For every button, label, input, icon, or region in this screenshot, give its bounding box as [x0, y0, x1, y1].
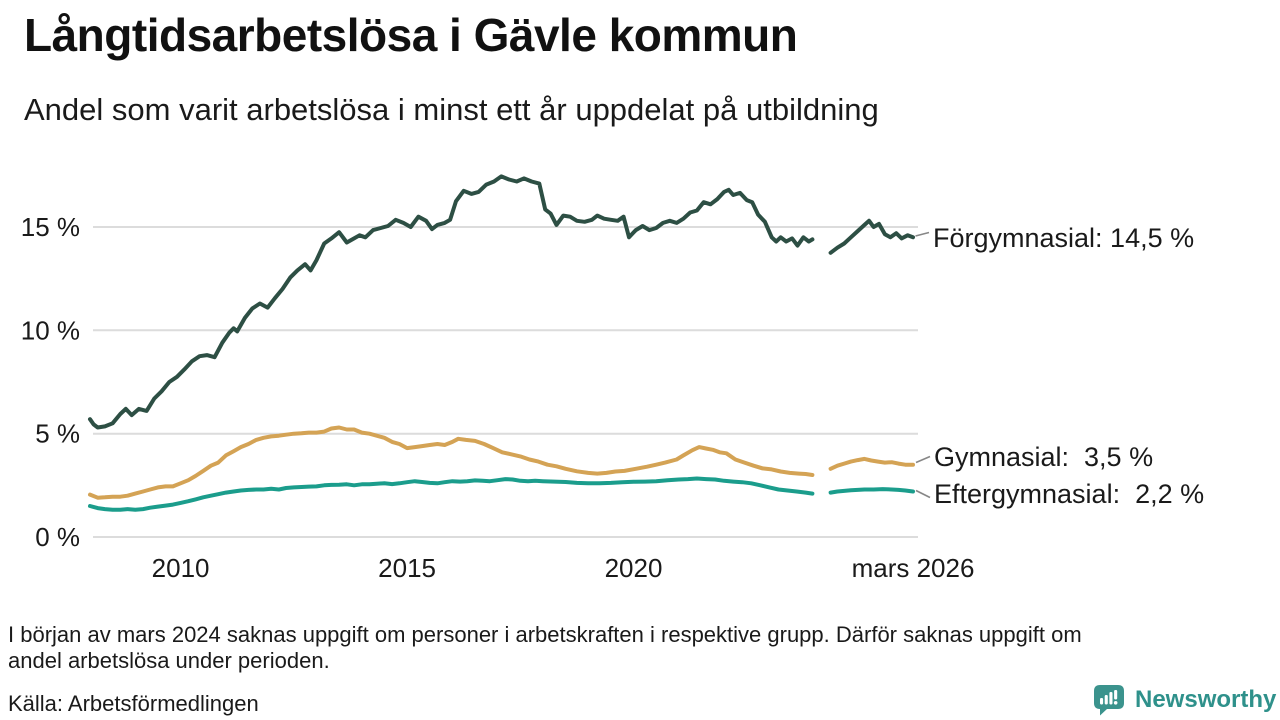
x-tick-label-2020: 2020 — [605, 553, 663, 583]
connector-gymnasial — [915, 455, 931, 464]
line-gymnasial-segment-1 — [88, 425, 815, 500]
x-tick-label-mars-2026: mars 2026 — [852, 553, 975, 583]
line-forgymnasial-segment-2 — [828, 218, 915, 255]
footnote: I början av mars 2024 saknas uppgift om … — [8, 622, 1268, 673]
series-label-eftergymnasial: Eftergymnasial: 2,2 % — [934, 479, 1204, 509]
line-forgymnasial-segment-1 — [88, 174, 815, 430]
y-tick-label-15: 15 % — [21, 212, 80, 242]
newsworthy-logo: Newsworthy — [1092, 683, 1276, 717]
y-tick-label-5: 5 % — [35, 419, 80, 449]
x-tick-label-2010: 2010 — [152, 553, 210, 583]
source-attribution: Källa: Arbetsförmedlingen — [8, 691, 259, 716]
series-lines — [88, 174, 915, 512]
x-tick-label-2015: 2015 — [378, 553, 436, 583]
newsworthy-logo-text: Newsworthy — [1135, 686, 1277, 713]
connector-eftergymnasial — [915, 489, 931, 499]
speech-bubble-bar-chart-icon — [1094, 685, 1124, 716]
axis-tick-labels: 0 % 5 % 10 % 15 % 2010 2015 2020 mars 2026 — [21, 212, 975, 583]
page-subtitle: Andel som varit arbetslösa i minst ett å… — [24, 92, 879, 127]
line-gymnasial-segment-2 — [828, 456, 915, 471]
series-end-labels: Förgymnasial: 14,5 % Gymnasial: 3,5 % Ef… — [933, 223, 1204, 509]
connector-forgymnasial — [915, 231, 930, 237]
series-label-forgymnasial: Förgymnasial: 14,5 % — [933, 223, 1194, 253]
page-title: Långtidsarbetslösa i Gävle kommun — [24, 9, 798, 61]
series-label-connectors — [915, 231, 931, 499]
line-eftergymnasial-segment-1 — [88, 476, 815, 512]
series-label-gymnasial: Gymnasial: 3,5 % — [934, 442, 1153, 472]
y-tick-label-0: 0 % — [35, 522, 80, 552]
footnote-line-2: andel arbetslösa under perioden. — [8, 647, 330, 673]
line-eftergymnasial-segment-2 — [828, 487, 915, 495]
y-tick-label-10: 10 % — [21, 315, 80, 345]
footnote-line-1: I början av mars 2024 saknas uppgift om … — [8, 622, 1082, 647]
